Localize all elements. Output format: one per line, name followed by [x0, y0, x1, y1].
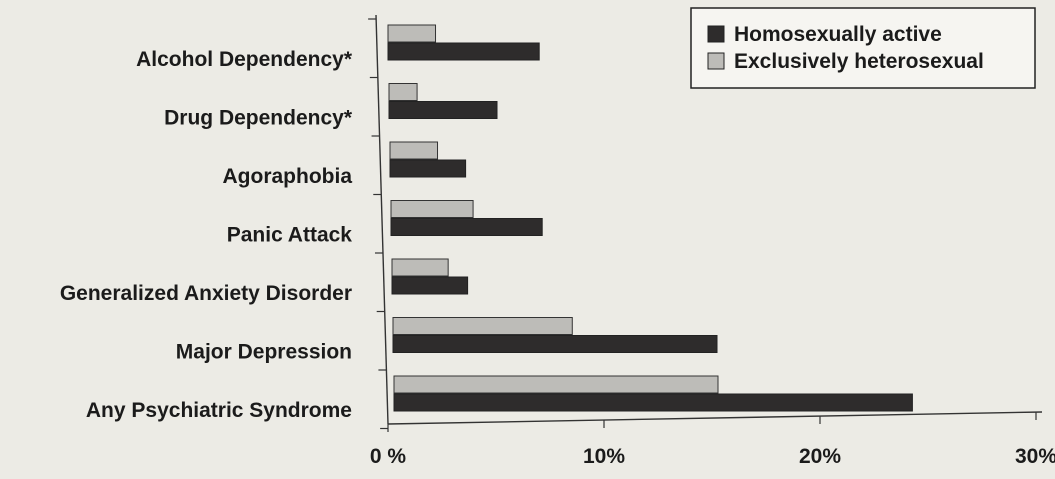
- bar-exclusively-heterosexual-major-depression: [392, 317, 573, 335]
- bar-homosexually-active-generalized-anxiety-disorder: [391, 276, 469, 295]
- x-tick-label: 30%: [1015, 445, 1055, 468]
- bar-homosexually-active-alcohol-dependency: [387, 42, 540, 61]
- legend-label-exclusively-heterosexual: Exclusively heterosexual: [734, 50, 984, 73]
- bar-homosexually-active-major-depression: [392, 335, 718, 353]
- bar-exclusively-heterosexual-alcohol-dependency: [387, 24, 437, 43]
- bars: [387, 24, 913, 412]
- category-label-any-psychiatric-syndrome: Any Psychiatric Syndrome: [86, 399, 352, 422]
- x-tick-label: 0 %: [370, 445, 407, 468]
- category-label-panic-attack: Panic Attack: [227, 224, 353, 247]
- legend-box: [690, 7, 1036, 89]
- x-tick-labels: 0 % 10% 20% 30%: [370, 445, 1055, 468]
- x-tick-label: 20%: [799, 445, 841, 468]
- axes: [368, 14, 1043, 432]
- category-label-major-depression: Major Depression: [176, 341, 352, 364]
- legend: Homosexually active Exclusively heterose…: [690, 7, 1036, 89]
- x-tick-label: 10%: [583, 445, 625, 468]
- bar-exclusively-heterosexual-agoraphobia: [389, 141, 439, 160]
- bar-exclusively-heterosexual-generalized-anxiety-disorder: [391, 258, 449, 277]
- x-axis-line: [387, 411, 1043, 425]
- legend-label-homosexually-active: Homosexually active: [734, 23, 942, 46]
- category-label-drug-dependency: Drug Dependency*: [164, 107, 353, 130]
- bar-homosexually-active-panic-attack: [390, 218, 543, 236]
- category-label-generalized-anxiety-disorder: Generalized Anxiety Disorder: [60, 282, 352, 305]
- bar-homosexually-active-agoraphobia: [389, 159, 467, 178]
- category-label-alcohol-dependency: Alcohol Dependency*: [136, 48, 353, 71]
- category-labels: Alcohol Dependency* Drug Dependency* Agora…: [60, 48, 353, 422]
- legend-swatch-homosexually-active: [707, 25, 725, 43]
- bar-exclusively-heterosexual-any-psychiatric-syndrome: [393, 375, 719, 394]
- bar-homosexually-active-drug-dependency: [388, 101, 498, 119]
- y-axis-line: [375, 14, 389, 425]
- legend-swatch-exclusively-heterosexual: [707, 52, 725, 70]
- bar-exclusively-heterosexual-panic-attack: [390, 200, 474, 218]
- bar-exclusively-heterosexual-drug-dependency: [388, 83, 418, 101]
- bar-homosexually-active-any-psychiatric-syndrome: [393, 393, 913, 412]
- category-label-agoraphobia: Agoraphobia: [223, 165, 353, 188]
